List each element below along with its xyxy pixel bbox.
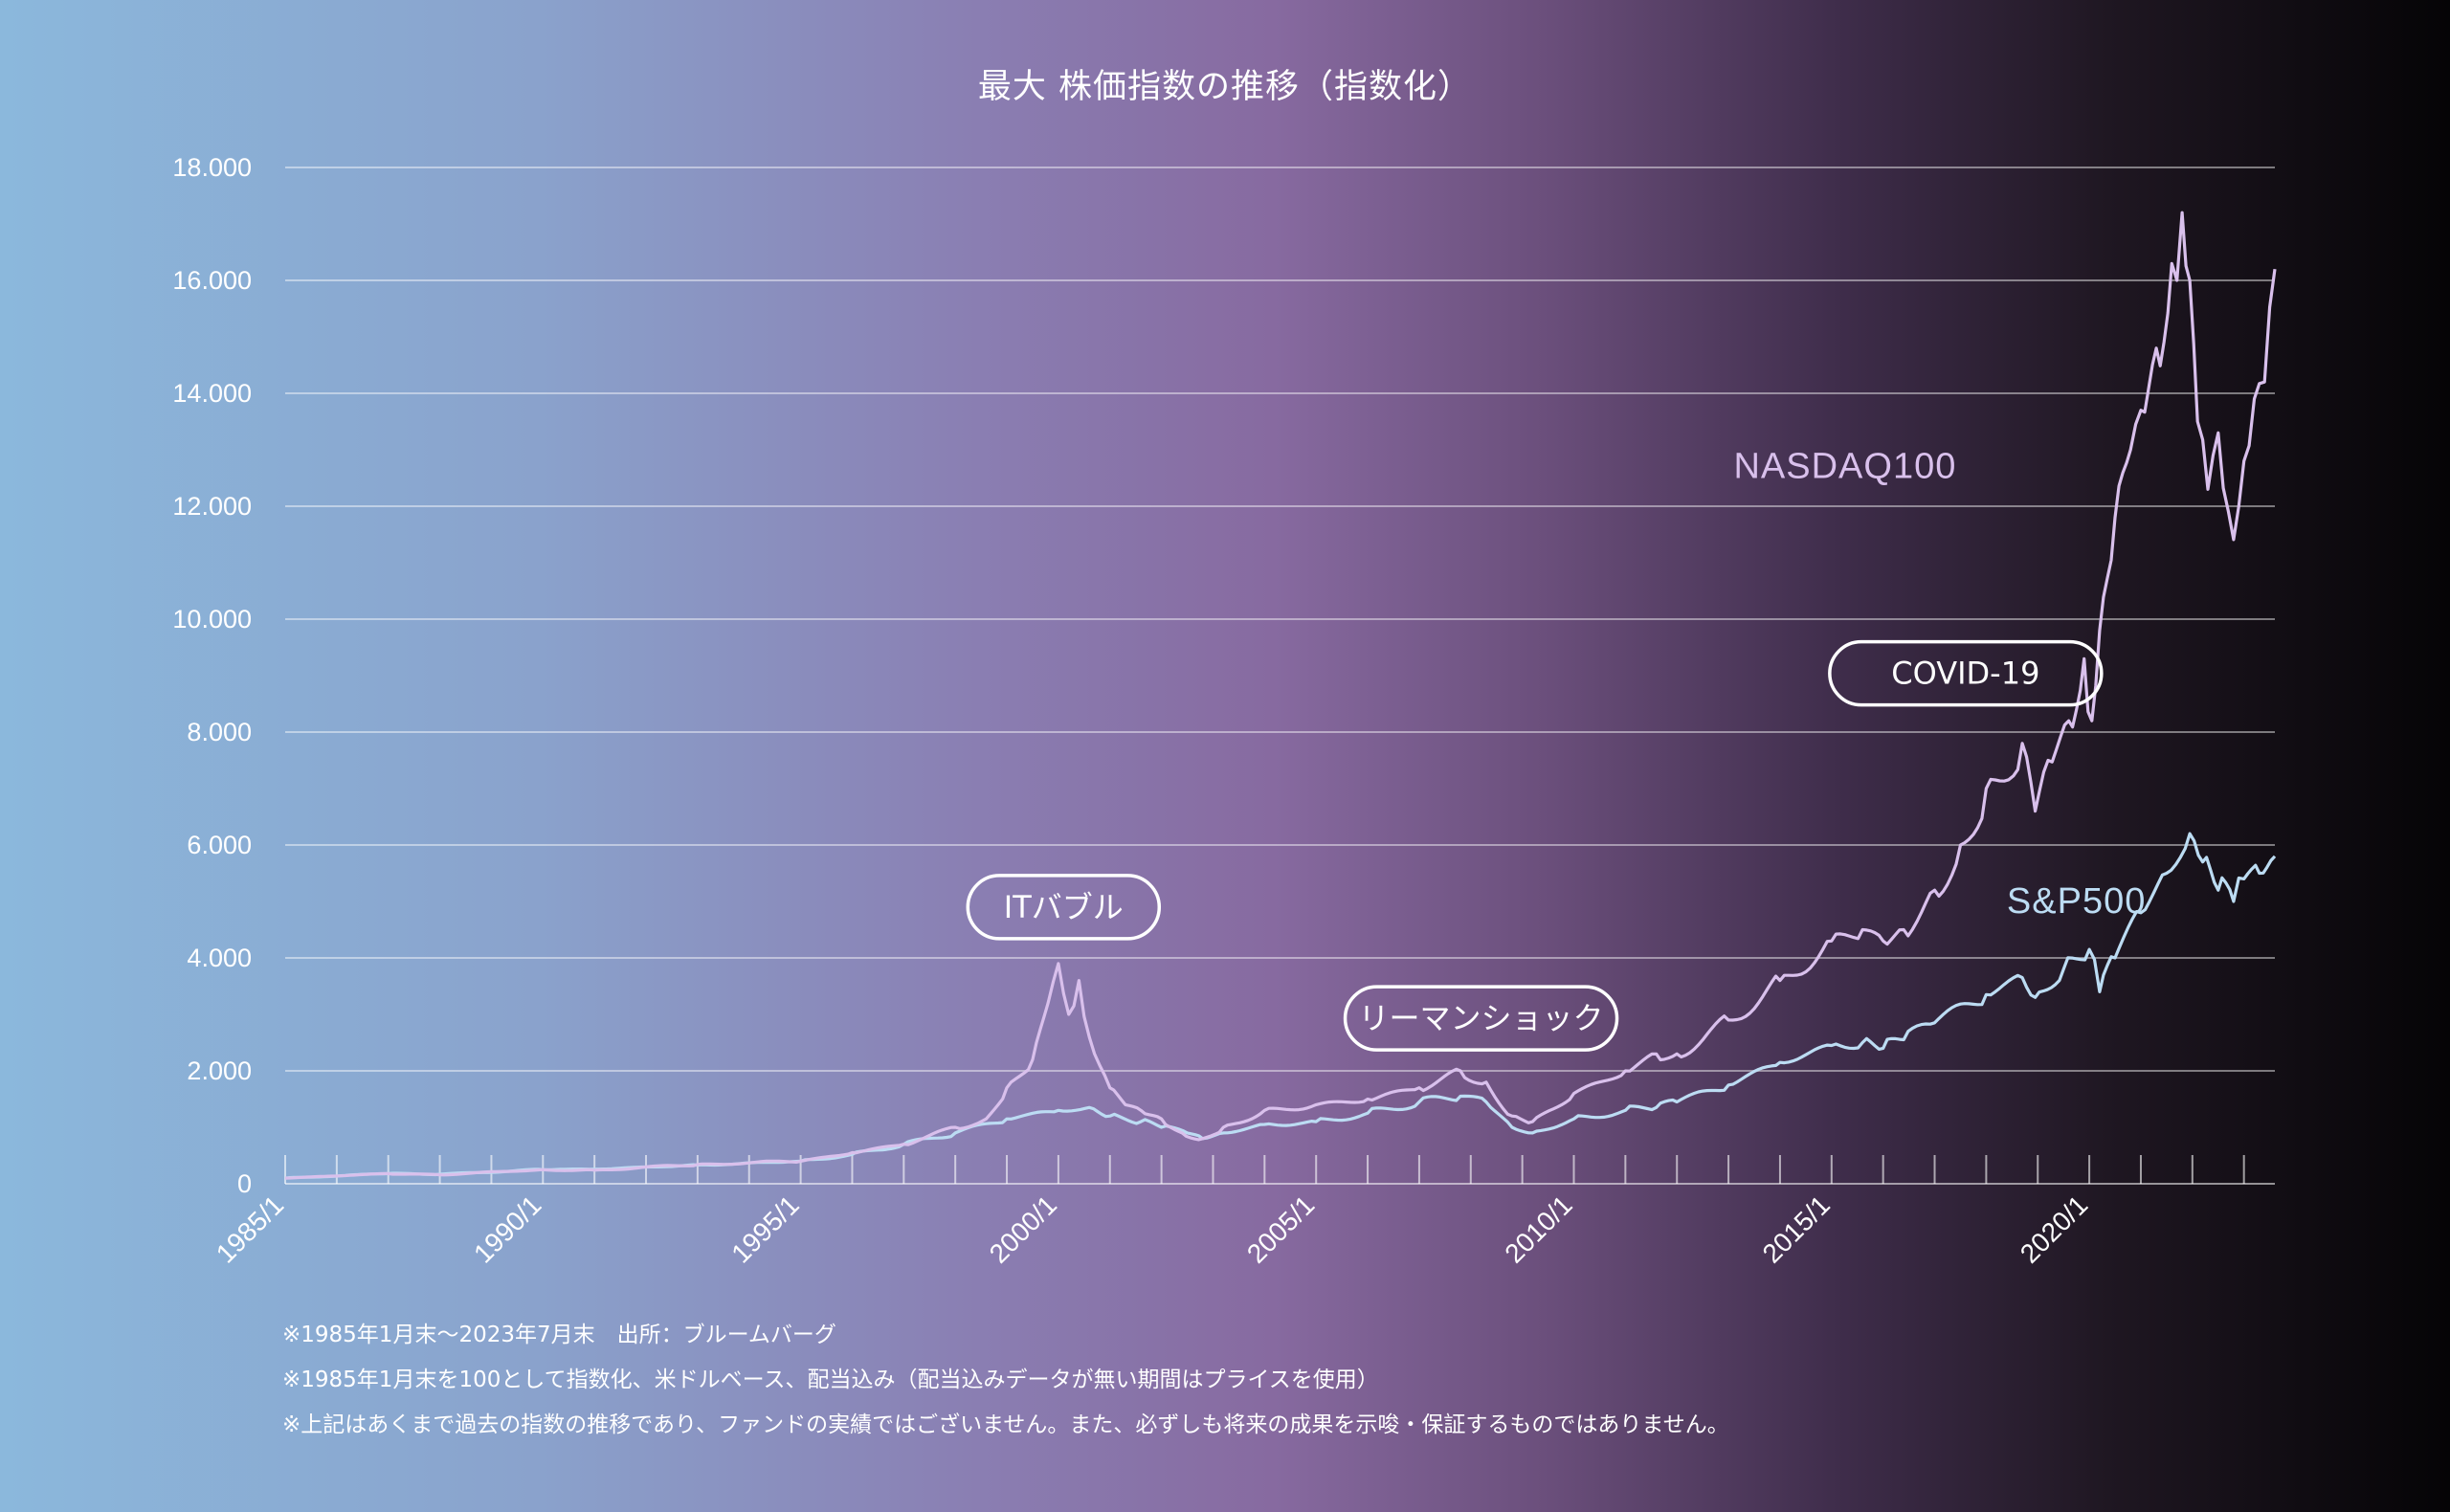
footnotes: ※1985年1月末〜2023年7月末 出所：ブルームバーグ ※1985年1月末を…	[282, 1313, 1729, 1448]
y-tick-label: 14.000	[172, 379, 252, 408]
series-labels: NASDAQ100 S&P500	[1733, 447, 2146, 922]
y-tick-label: 12.000	[172, 492, 252, 521]
sp500-label: S&P500	[2007, 881, 2146, 922]
x-tick-label: 2005/1	[1241, 1190, 1320, 1268]
nasdaq100-label: NASDAQ100	[1733, 447, 1956, 487]
y-tick-label: 2.000	[187, 1056, 252, 1085]
y-tick-label: 10.000	[172, 605, 252, 634]
annotation-label: ITバブル	[1004, 889, 1124, 925]
x-tick-label: 1985/1	[211, 1190, 289, 1268]
y-tick-label: 4.000	[187, 944, 252, 972]
annotation-pill	[1828, 639, 2104, 707]
x-tick-label: 2010/1	[1499, 1190, 1577, 1268]
y-tick-labels: 0 2.000 4.000 6.000 8.000 10.000 12.000 14.000 1…	[172, 153, 252, 1198]
annotation-label: COVID-19	[1891, 656, 2039, 692]
chart-title: 最大 株価指数の推移（指数化）	[977, 68, 1473, 106]
footnote-source: ※1985年1月末〜2023年7月末 出所：ブルームバーグ	[282, 1323, 836, 1347]
x-tick-label: 2020/1	[2015, 1190, 2093, 1268]
footnote-method: ※1985年1月末を100として指数化、米ドルベース、配当込み（配当込みデータが…	[282, 1367, 1379, 1392]
y-tick-label: 16.000	[172, 266, 252, 295]
x-axis	[284, 1155, 2275, 1185]
event-annotation: ITバブル	[966, 874, 1162, 941]
nasdaq100-line	[284, 211, 2277, 1180]
annotation-pill	[1343, 985, 1619, 1052]
event-annotation: COVID-19	[1828, 639, 2104, 707]
y-tick-label: 6.000	[187, 831, 252, 859]
x-tick-label: 2015/1	[1757, 1190, 1836, 1268]
event-annotation: リーマンショック	[1343, 985, 1619, 1052]
footnote-disclaimer: ※上記はあくまで過去の指数の推移であり、ファンドの実績ではございません。また、必…	[282, 1412, 1729, 1437]
annotation-label: リーマンショック	[1359, 1000, 1604, 1036]
grid-lines	[285, 167, 2275, 1072]
x-tick-label: 2000/1	[984, 1190, 1062, 1268]
y-tick-label: 18.000	[172, 153, 252, 182]
sp500-line	[284, 832, 2277, 1180]
y-tick-label: 8.000	[187, 718, 252, 746]
annotation-pill	[966, 874, 1162, 941]
series-lines	[284, 211, 2277, 1180]
x-tick-label: 1995/1	[725, 1190, 804, 1268]
x-tick-labels: 1985/1 1990/1 1995/1 2000/1 2005/1 2010/1 2015…	[211, 1190, 2094, 1268]
y-tick-label: 0	[237, 1169, 252, 1198]
x-tick-label: 1990/1	[468, 1190, 546, 1268]
